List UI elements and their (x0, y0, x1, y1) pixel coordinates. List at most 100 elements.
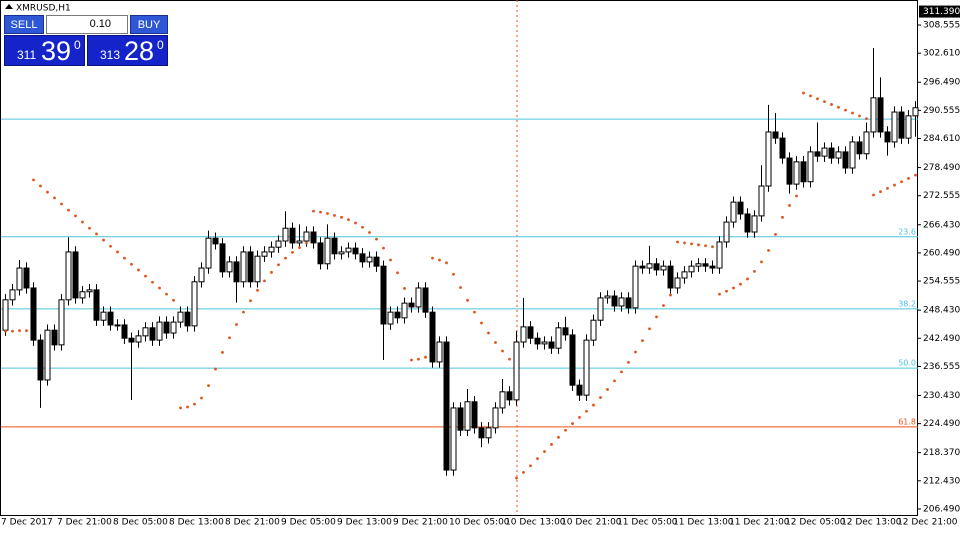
level-label: 23.6 (898, 227, 916, 236)
y-tick-label: 224.490 (923, 419, 960, 429)
sar-dot (214, 367, 217, 371)
sar-dot (851, 111, 854, 115)
sar-dot (347, 218, 350, 222)
candle-body (282, 227, 289, 242)
candle-body (2, 299, 9, 331)
sar-dot (228, 336, 231, 340)
sar-dot (858, 114, 861, 118)
candle-body (373, 256, 380, 267)
sar-dot (235, 323, 238, 326)
sar-dot (32, 178, 35, 182)
sar-dot (655, 315, 658, 319)
candle-body (177, 311, 184, 323)
buy-price[interactable]: 313 28 0 (87, 35, 168, 66)
candle-body (835, 151, 842, 159)
sar-dot (774, 232, 777, 236)
candle-body (408, 302, 415, 308)
sar-dot (11, 329, 14, 333)
x-tick-label: 9 Dec 13:00 (337, 518, 392, 528)
sell-price[interactable]: 311 39 0 (4, 35, 85, 66)
candle-body (877, 97, 884, 133)
buy-price-big: 28 (124, 36, 155, 66)
candle-body (730, 201, 737, 223)
sar-dot (368, 231, 371, 234)
sar-dot (732, 286, 735, 290)
sar-dot (494, 341, 497, 344)
candle-body (191, 281, 198, 327)
x-tick-label: 12 Dec 13:00 (841, 518, 902, 528)
sar-dot (445, 261, 448, 265)
candle-body (240, 251, 247, 283)
sar-dot (130, 262, 133, 266)
candle-body (534, 337, 541, 345)
sar-dot (620, 370, 623, 374)
sar-dot (515, 476, 518, 480)
candle-body (100, 311, 107, 321)
last-price-label: 311.390 (923, 7, 960, 17)
y-tick-label: 212.430 (923, 476, 960, 486)
x-tick-label: 11 Dec 21:00 (729, 518, 790, 528)
candle-body (366, 256, 373, 263)
candle-body (723, 221, 730, 243)
candle-body (331, 237, 338, 255)
sar-dot (788, 204, 791, 207)
candle-body (310, 231, 317, 244)
sar-dot (410, 358, 413, 362)
sar-dot (298, 246, 301, 250)
candle-body (338, 251, 345, 255)
sar-dot (599, 396, 602, 399)
candle-body (44, 329, 51, 381)
sar-dot (165, 292, 168, 296)
lot-input[interactable]: 0.10 (46, 15, 128, 34)
sell-button[interactable]: SELL (4, 15, 44, 34)
candle-body (793, 161, 800, 185)
sar-dot (403, 287, 406, 290)
y-tick-label: 296.490 (923, 78, 960, 88)
sar-dot (375, 237, 378, 241)
candle-body (394, 311, 401, 319)
candle-body (422, 287, 429, 313)
sar-dot (81, 220, 84, 224)
candle-body (905, 115, 912, 139)
candle-body (401, 302, 408, 319)
sar-dot (284, 256, 287, 260)
x-tick-label: 8 Dec 13:00 (169, 518, 224, 528)
candle-body (9, 289, 16, 301)
sar-dot (760, 260, 763, 264)
sar-dot (123, 256, 126, 260)
level-label: 61.8 (898, 417, 916, 426)
candle-body (625, 297, 632, 309)
sar-dot (53, 196, 56, 200)
x-tick-label: 7 Dec 2017 (1, 518, 53, 528)
candle-body (779, 137, 786, 159)
candle-body (205, 237, 212, 269)
candle-body (142, 327, 149, 337)
sar-dot (74, 214, 77, 218)
sar-dot (151, 280, 154, 284)
candle-body (716, 241, 723, 269)
candle-body (121, 324, 128, 339)
candle-body (884, 131, 891, 143)
sar-dot (746, 277, 749, 281)
x-tick-label: 12 Dec 05:00 (785, 518, 846, 528)
sell-price-sup: 0 (74, 38, 81, 52)
sell-price-small: 311 (17, 48, 37, 62)
candle-body (30, 287, 37, 341)
candle-body (289, 227, 296, 244)
y-tick-label: 230.430 (923, 391, 960, 401)
candle-body (604, 295, 611, 299)
candle-body (163, 321, 170, 334)
sar-dot (291, 251, 294, 254)
sar-dot (690, 242, 693, 246)
buy-price-sup: 0 (157, 38, 164, 52)
sar-dot (816, 97, 819, 101)
sar-dot (67, 208, 70, 212)
candle-body (296, 240, 303, 244)
candle-body (198, 267, 205, 283)
sar-dot (564, 428, 567, 432)
buy-button[interactable]: BUY (130, 15, 168, 34)
candle-body (786, 157, 793, 185)
x-tick-label: 9 Dec 21:00 (393, 518, 448, 528)
sar-dot (907, 177, 910, 180)
